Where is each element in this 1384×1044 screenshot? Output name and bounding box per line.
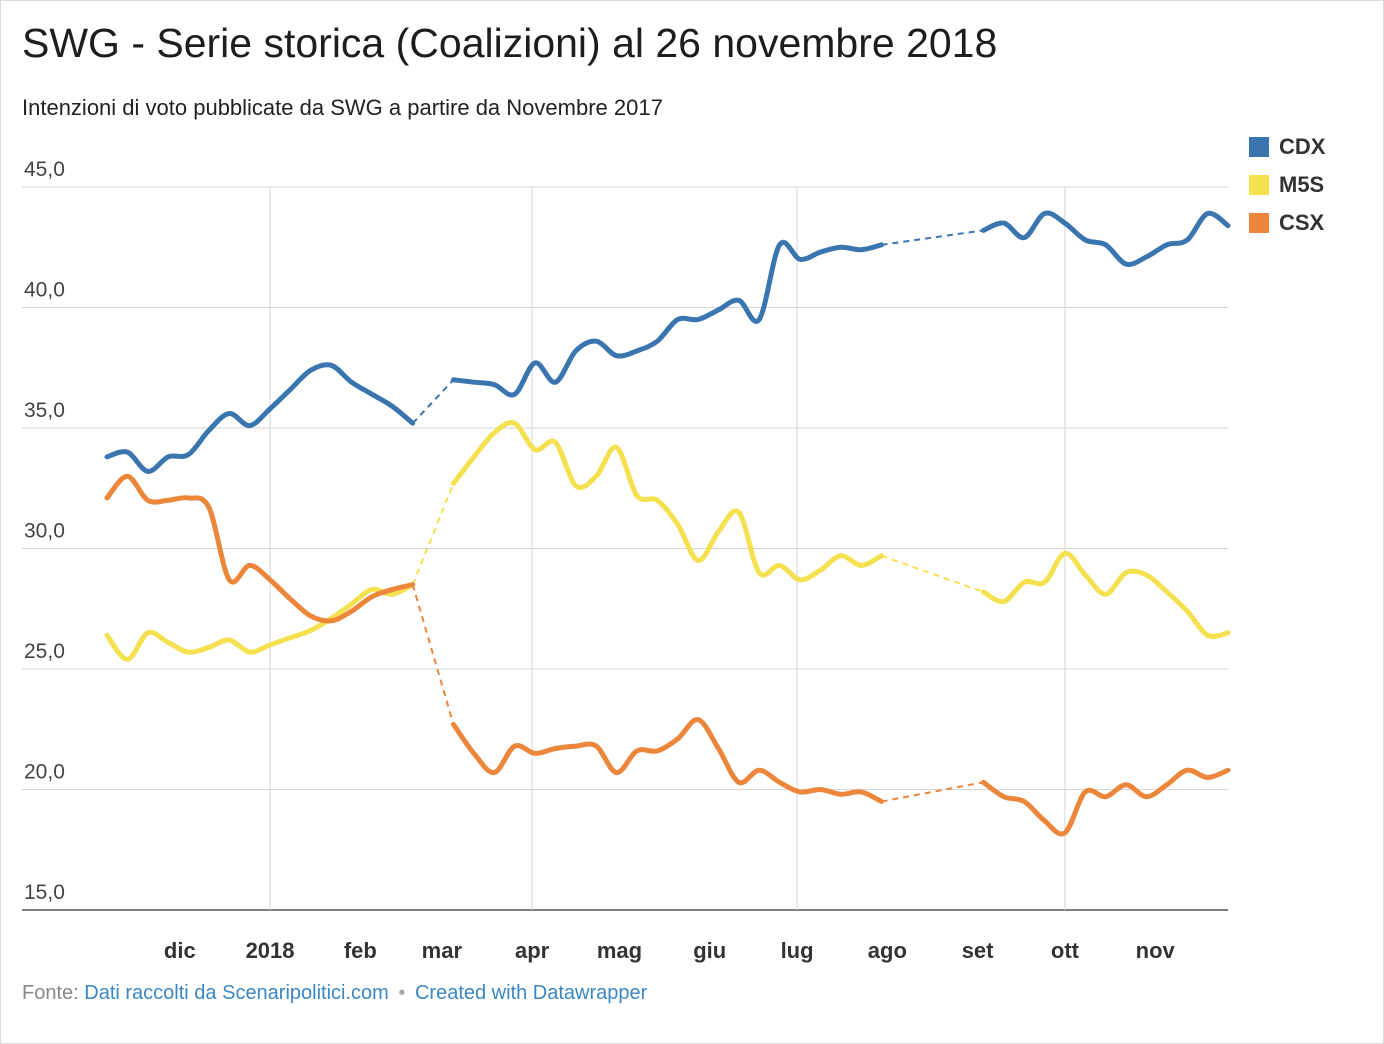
series-csx <box>104 473 1231 837</box>
x-tick-label: mar <box>422 938 463 963</box>
grid-layer <box>22 186 1228 911</box>
x-tick-label: 2018 <box>246 938 295 963</box>
series-layer <box>104 210 1231 837</box>
chart-subtitle: Intenzioni di voto pubblicate da SWG a p… <box>22 95 663 120</box>
x-tick-label: set <box>962 938 994 963</box>
series-csx-line <box>451 717 884 804</box>
footer-separator: • <box>398 982 406 1004</box>
footer: Fonte: Dati raccolti da Scenaripolitici.… <box>22 982 647 1005</box>
legend-item-m5s: M5S <box>1249 166 1325 204</box>
y-tick-label: 45,0 <box>24 158 65 181</box>
series-csx-line <box>980 767 1231 837</box>
x-tick-label: ott <box>1051 938 1080 963</box>
series-m5s-line <box>451 420 884 583</box>
x-tick-label: apr <box>515 938 550 963</box>
legend-swatch <box>1249 175 1269 195</box>
series-m5s-line <box>104 582 416 662</box>
series-csx-gap <box>411 584 455 725</box>
series-cdx-line <box>980 210 1231 267</box>
series-cdx-gap <box>881 229 984 246</box>
x-tick-label: feb <box>344 938 377 963</box>
series-cdx-line <box>451 240 884 398</box>
x-tick-label: lug <box>781 938 814 963</box>
y-tick-label: 15,0 <box>24 881 65 904</box>
x-tick-label: ago <box>868 938 907 963</box>
y-tick-label: 40,0 <box>24 279 65 302</box>
series-cdx <box>104 210 1231 474</box>
y-axis-labels: 15,0 20,0 25,0 30,0 35,0 40,0 45,0 <box>24 158 65 904</box>
series-csx-gap <box>881 781 984 803</box>
series-m5s-line <box>980 550 1231 639</box>
legend-label: CDX <box>1279 134 1326 159</box>
legend-item-cdx: CDX <box>1249 128 1325 166</box>
source-link[interactable]: Dati raccolti da Scenaripolitici.com <box>84 982 389 1004</box>
x-tick-label: giu <box>693 938 726 963</box>
y-tick-label: 25,0 <box>24 640 65 663</box>
legend-label: M5S <box>1279 172 1325 197</box>
x-tick-label: nov <box>1136 938 1176 963</box>
x-tick-label: dic <box>164 938 196 963</box>
series-cdx-gap <box>411 379 455 424</box>
series-m5s-gap <box>881 554 984 593</box>
chart-title: SWG - Serie storica (Coalizioni) al 26 n… <box>22 20 998 66</box>
legend-item-csx: CSX <box>1249 204 1325 242</box>
legend-swatch <box>1249 213 1269 233</box>
source-label: Fonte: <box>22 982 79 1004</box>
datawrapper-link[interactable]: Created with Datawrapper <box>414 982 648 1004</box>
y-tick-label: 30,0 <box>24 520 65 543</box>
x-tick-label: mag <box>597 938 642 963</box>
series-m5s-gap <box>411 483 455 586</box>
x-axis-labels: dic 2018 feb mar apr mag giu lug ago set ott nov <box>164 938 1176 963</box>
series-m5s <box>104 420 1231 662</box>
legend-swatch <box>1249 137 1269 157</box>
y-tick-label: 35,0 <box>24 399 65 422</box>
series-csx-line <box>104 473 416 624</box>
series-cdx-line <box>104 362 416 474</box>
y-tick-label: 20,0 <box>24 761 65 784</box>
legend: CDX M5S CSX <box>1249 128 1325 242</box>
legend-label: CSX <box>1279 210 1325 235</box>
